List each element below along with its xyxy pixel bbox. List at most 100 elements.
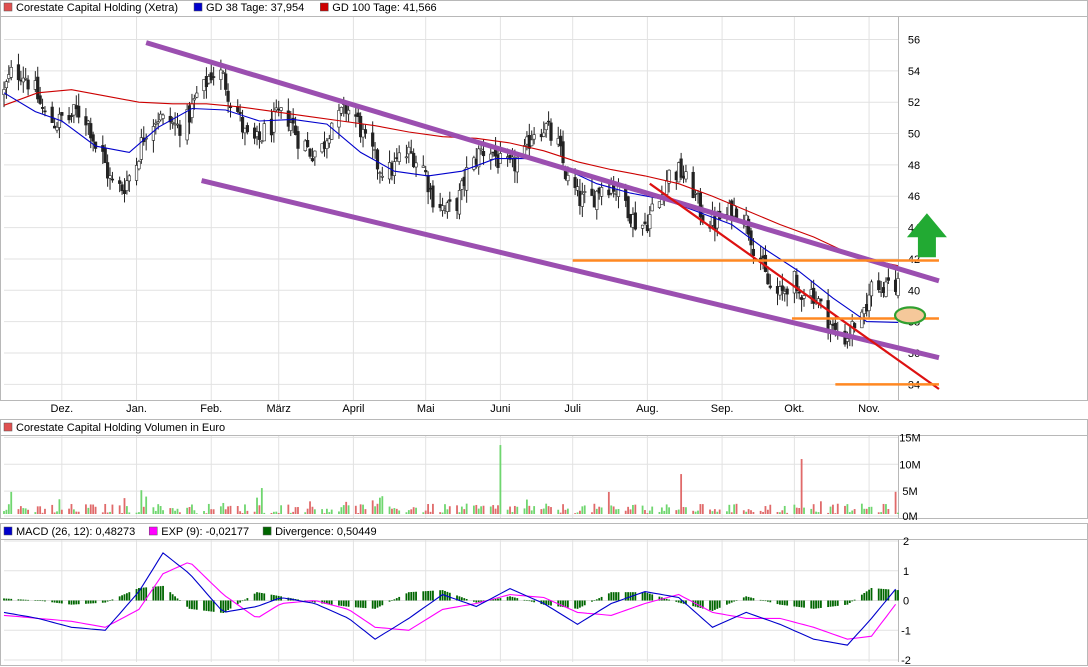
volume-bar [730, 512, 733, 514]
candle-body [356, 112, 360, 117]
divergence-bar [253, 593, 256, 601]
divergence-bar [241, 600, 244, 602]
macd-panel: MACD (26, 12): 0,48273 EXP (9): -0,02177 D… [0, 523, 1088, 667]
candle-body [257, 131, 262, 140]
legend-swatch [3, 422, 13, 432]
divergence-bar [398, 596, 401, 601]
candle-body [763, 254, 768, 272]
divergence-bar [492, 599, 495, 601]
candle-body [171, 121, 175, 124]
candle-body [4, 81, 9, 89]
volume-panel: Corestate Capital Holding Volumen in Eur… [0, 419, 1088, 523]
purple-trend-channel-line [201, 178, 940, 361]
volume-bar [887, 508, 890, 514]
volume-bar [593, 503, 596, 514]
volume-bar [51, 504, 54, 514]
divergence-bar [174, 596, 176, 601]
volume-bar [236, 506, 239, 514]
divergence-bar [376, 600, 379, 608]
legend-entry: EXP (9): -0,02177 [161, 526, 249, 538]
volume-bar [323, 513, 326, 514]
divergence-bar [885, 589, 887, 601]
divergence-bar [229, 600, 232, 609]
candle-body [327, 138, 331, 144]
divergence-bar [877, 588, 880, 601]
volume-bar [186, 507, 189, 514]
volume-bar [391, 508, 393, 514]
divergence-bar [441, 590, 444, 601]
volume-bar [793, 504, 796, 514]
divergence-bar [374, 600, 376, 609]
volume-bar [162, 510, 164, 514]
volume-bar [203, 510, 205, 514]
divergence-bar [499, 598, 502, 601]
volume-bar [427, 504, 430, 514]
volume-bar [195, 513, 198, 514]
volume-bar [680, 474, 683, 514]
volume-y-tick-label: 0M [902, 511, 917, 523]
divergence-bar [844, 600, 846, 605]
divergence-bar [709, 600, 711, 611]
candle-body [154, 122, 158, 125]
divergence-bar [258, 592, 261, 601]
volume-bar [665, 504, 668, 514]
volume-bar [36, 506, 39, 514]
volume-bar [289, 512, 292, 514]
divergence-bar [36, 600, 39, 601]
divergence-bar [759, 599, 762, 601]
divergence-bar [745, 596, 748, 601]
divergence-bar [593, 600, 596, 601]
divergence-bar [364, 600, 367, 609]
candle-body [337, 110, 341, 128]
candle-body [650, 203, 654, 212]
divergence-bar [699, 600, 702, 608]
volume-bar [629, 509, 632, 514]
volume-bar [803, 507, 805, 514]
volume-bar [75, 511, 78, 514]
divergence-bar [781, 600, 784, 605]
month-label: Mai [417, 403, 435, 415]
volume-bar [494, 508, 497, 514]
volume-bar [176, 508, 179, 514]
volume-bar [528, 505, 531, 514]
volume-bar [497, 505, 499, 514]
divergence-bar [651, 594, 654, 601]
volume-bar [429, 511, 432, 514]
volume-bar [781, 510, 784, 514]
volume-bar [87, 507, 90, 514]
candle-body [291, 117, 295, 124]
divergence-bar [51, 600, 54, 603]
volume-bar [381, 496, 384, 514]
candle-body [221, 72, 225, 74]
divergence-bar [675, 600, 678, 602]
volume-bar [559, 512, 562, 514]
candle-body [640, 224, 645, 229]
divergence-bar [528, 600, 531, 602]
candle-body [421, 165, 425, 168]
volume-bar [540, 509, 543, 514]
divergence-bar [154, 586, 157, 601]
divergence-bar [463, 598, 466, 601]
volume-bar [583, 505, 586, 514]
candle-body [86, 120, 90, 124]
volume-bar [610, 505, 613, 514]
macd-line [3, 552, 897, 646]
candle-body [224, 73, 228, 90]
divergence-bar [359, 600, 362, 608]
volume-bar [432, 503, 434, 514]
divergence-bar [275, 595, 278, 601]
candle-body [559, 135, 563, 147]
volume-bar [759, 510, 762, 514]
volume-y-tick-label: 5M [902, 486, 917, 498]
volume-bar [444, 504, 446, 514]
divergence-bar [162, 585, 164, 601]
divergence-bar [205, 600, 208, 611]
divergence-bar [429, 590, 432, 601]
price-y-tick-label: 48 [908, 160, 920, 172]
candle-body [819, 298, 823, 302]
candle-body [26, 79, 30, 90]
volume-bar [742, 510, 745, 514]
volume-bar [644, 510, 646, 514]
candle-body [481, 150, 486, 157]
